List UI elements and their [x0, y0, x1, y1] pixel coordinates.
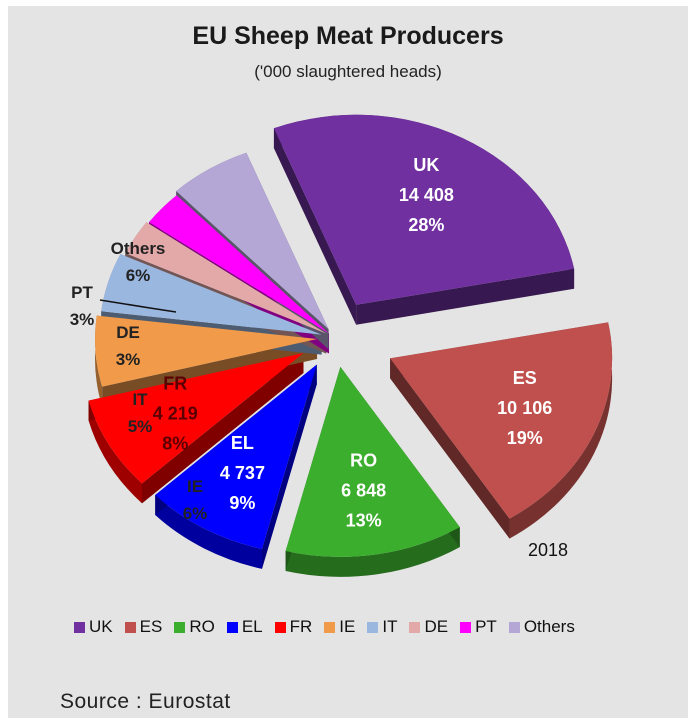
legend-swatch-ro — [174, 621, 186, 633]
data-label-es-value: 10 106 — [497, 398, 552, 418]
legend-item-others: Others — [508, 617, 575, 637]
pie-slice-wall-el-0 — [262, 364, 317, 569]
pie-slice-side-ro — [285, 527, 460, 577]
data-label-uk-percent: 28% — [408, 215, 444, 235]
data-label-uk-value: 14 408 — [399, 185, 454, 205]
year-label: 2018 — [528, 540, 569, 560]
pie-slice-el — [155, 364, 317, 549]
data-label-el-name: EL — [231, 433, 254, 453]
legend-item-ro: RO — [174, 617, 215, 637]
legend-item-it: IT — [367, 617, 397, 637]
legend-label-de: DE — [424, 617, 449, 636]
pie-slice-side-fr — [88, 400, 142, 504]
data-label-pt-name: PT — [71, 283, 93, 302]
legend-label-it: IT — [382, 617, 398, 636]
chart-subtitle: ('000 slaughtered heads) — [254, 62, 442, 81]
legend-item-de: DE — [409, 617, 448, 637]
data-label-others-percent: 6% — [126, 266, 151, 285]
data-label-fr-percent: 8% — [162, 434, 188, 454]
legend-swatch-it — [367, 621, 379, 633]
pie-slice-fr — [88, 352, 304, 484]
legend-swatch-ie — [324, 621, 336, 633]
legend-label-uk: UK — [89, 617, 113, 636]
data-label-fr-name: FR — [163, 374, 187, 394]
legend-swatch-es — [124, 621, 136, 633]
legend-label-ro: RO — [189, 617, 215, 636]
legend-label-es: ES — [139, 617, 163, 636]
data-label-de-percent: 3% — [116, 350, 141, 369]
pie-slice-uk — [273, 114, 575, 305]
data-label-es-percent: 19% — [507, 428, 543, 448]
data-label-uk-name: UK — [413, 155, 439, 175]
legend-swatch-el — [226, 621, 238, 633]
legend-item-fr: FR — [274, 617, 313, 637]
pie-slice-de — [125, 222, 327, 334]
pie-slice-others — [176, 152, 329, 330]
legend-swatch-fr — [274, 621, 286, 633]
legend-item-el: EL — [226, 617, 263, 637]
data-label-it-name: IT — [132, 390, 148, 409]
legend-item-es: ES — [124, 617, 163, 637]
data-label-ro-percent: 13% — [346, 511, 382, 531]
pie-slice-es — [390, 322, 613, 519]
pie-slice-side-el — [155, 495, 263, 569]
data-label-others-name: Others — [111, 239, 166, 258]
pie-slice-wall-uk-1 — [356, 268, 575, 325]
pie-slice-pt — [149, 195, 329, 334]
legend-label-others: Others — [523, 617, 575, 636]
leader-line-pt — [99, 299, 177, 313]
data-label-el-percent: 9% — [229, 493, 255, 513]
legend-label-fr: FR — [289, 617, 313, 636]
legend-swatch-de — [409, 621, 421, 633]
legend-label-pt: PT — [475, 617, 497, 636]
data-label-ie-name: IE — [187, 477, 203, 496]
data-label-it-percent: 5% — [128, 417, 153, 436]
source-note: Source : Eurostat — [60, 690, 231, 713]
legend-label-el: EL — [241, 617, 263, 636]
chart-legend: UK ES RO EL FR IE IT DE PT Others — [74, 614, 694, 640]
pie-slice-it — [101, 254, 322, 335]
legend-label-ie: IE — [339, 617, 356, 636]
pie-slice-side-es — [509, 322, 613, 539]
pie-slice-side-ie — [95, 315, 103, 407]
data-label-es-name: ES — [513, 368, 537, 388]
data-label-fr-value: 4 219 — [153, 404, 198, 424]
data-label-ro-value: 6 848 — [341, 481, 386, 501]
pie-slice-ro — [285, 366, 460, 557]
legend-swatch-pt — [460, 621, 472, 633]
data-label-de-name: DE — [116, 323, 140, 342]
legend-item-uk: UK — [74, 617, 113, 637]
data-label-el-value: 4 737 — [220, 463, 265, 483]
legend-swatch-others — [508, 621, 520, 633]
legend-swatch-uk — [74, 621, 85, 633]
pie-slice-wall-uk-0 — [273, 128, 357, 325]
pie-slice-wall-fr-0 — [141, 352, 304, 504]
pie-slice-ie — [95, 315, 318, 387]
data-label-ro-name: RO — [350, 451, 377, 471]
pie-slice-wall-es-1 — [390, 358, 510, 539]
legend-item-ie: IE — [324, 617, 355, 637]
legend-item-pt: PT — [460, 617, 497, 637]
data-label-ie-percent: 6% — [183, 504, 208, 523]
chart-title: EU Sheep Meat Producers — [192, 22, 504, 50]
data-label-pt-percent: 3% — [70, 310, 95, 329]
